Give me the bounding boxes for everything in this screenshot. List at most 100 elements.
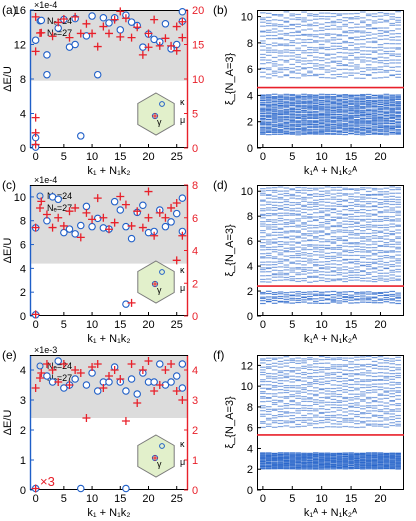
data-point-red bbox=[65, 33, 74, 42]
y-tick-label: 10 bbox=[241, 186, 253, 198]
right-y-tick-label: 0 bbox=[192, 311, 198, 323]
x-tick-label: 15 bbox=[114, 493, 126, 505]
data-point-blue bbox=[110, 197, 119, 206]
data-point-blue bbox=[43, 51, 51, 59]
data-point-red bbox=[71, 12, 80, 21]
left-y-tick-label: 8 bbox=[20, 74, 26, 86]
bz-gamma-marker-red bbox=[152, 281, 158, 287]
x-tick-label: 15 bbox=[114, 151, 126, 163]
left-y-tick-label: 0 bbox=[20, 485, 26, 497]
data-point-blue bbox=[127, 234, 136, 243]
legend-blue-marker bbox=[36, 192, 44, 200]
data-point-blue bbox=[60, 384, 68, 392]
x-tick-label: 5 bbox=[289, 151, 295, 163]
data-point-red bbox=[178, 33, 187, 42]
right-y-tick-label: 0 bbox=[192, 143, 198, 155]
data-point-red bbox=[110, 15, 119, 24]
right-y-tick-label: 6 bbox=[192, 213, 198, 225]
y-tick-label: 8 bbox=[247, 211, 253, 223]
right-y-tick-label: 0 bbox=[192, 485, 198, 497]
data-point-red bbox=[172, 199, 181, 208]
y-axis-label: ΔE/U bbox=[2, 66, 14, 92]
data-point-red bbox=[31, 484, 40, 493]
data-point-blue bbox=[99, 14, 108, 22]
left-y-tick-label: 8 bbox=[20, 216, 26, 228]
bz-kappa-label: κ bbox=[180, 97, 185, 107]
data-point-red bbox=[144, 213, 153, 222]
data-point-red bbox=[99, 213, 108, 222]
data-point-blue bbox=[37, 16, 46, 25]
data-point-red bbox=[121, 200, 130, 209]
x-tick-label: 5 bbox=[289, 319, 295, 331]
data-point-red bbox=[138, 50, 147, 59]
series-red bbox=[31, 7, 187, 149]
data-point-red bbox=[65, 207, 74, 216]
x-tick-label: 25 bbox=[171, 493, 183, 505]
data-point-blue bbox=[172, 209, 181, 218]
x-axis-label: k₁ + N₁k₂ bbox=[87, 165, 130, 177]
data-point-blue bbox=[167, 218, 175, 226]
data-point-red bbox=[54, 378, 63, 386]
bz-mu-label: μ bbox=[180, 283, 185, 293]
series-red bbox=[31, 187, 187, 319]
right-y-tick-label: 2 bbox=[192, 278, 198, 290]
x-tick-label: 15 bbox=[345, 151, 357, 163]
data-point-red bbox=[167, 203, 176, 212]
left-y-tick-label: 2 bbox=[20, 425, 26, 437]
y-axis-label: ξ_{N_A=3} bbox=[224, 224, 236, 277]
left-y-tick-label: 3 bbox=[20, 395, 26, 407]
y-tick-label: 8 bbox=[247, 38, 253, 50]
data-point-red bbox=[150, 231, 159, 240]
data-point-red bbox=[99, 22, 108, 31]
data-point-red bbox=[116, 32, 125, 41]
right-y-tick-label: 5 bbox=[192, 109, 198, 121]
data-point-red bbox=[133, 399, 142, 407]
x-tick-label: 15 bbox=[114, 319, 126, 331]
x-tick-label: 10 bbox=[316, 319, 328, 331]
data-point-red bbox=[88, 215, 97, 224]
data-point-red bbox=[144, 29, 153, 38]
left-y-tick-label: 0 bbox=[20, 311, 26, 323]
data-point-red bbox=[59, 360, 68, 368]
y-tick-label: 2 bbox=[247, 286, 253, 298]
x-tick-label: 0 bbox=[33, 319, 39, 331]
left-y-tick-label: 4 bbox=[20, 365, 26, 377]
y-axis-label: ξ_{N_A=3} bbox=[224, 53, 236, 106]
bz-kappa-label: κ bbox=[180, 265, 185, 275]
data-point-red bbox=[144, 187, 153, 196]
bz-mu-label: μ bbox=[180, 457, 185, 467]
series-blue bbox=[31, 193, 187, 319]
y-tick-label: 6 bbox=[247, 64, 253, 76]
data-point-red bbox=[155, 381, 164, 389]
legend-red-marker bbox=[36, 204, 44, 212]
left-y-tick-label: 6 bbox=[20, 240, 26, 252]
y-tick-label: 12 bbox=[241, 360, 253, 372]
data-point-red bbox=[172, 22, 181, 31]
data-point-red bbox=[105, 29, 113, 38]
data-point-red bbox=[172, 46, 181, 55]
data-point-blue bbox=[71, 40, 79, 49]
y-tick-label: 0 bbox=[247, 311, 253, 323]
x-tick-label: 15 bbox=[345, 319, 357, 331]
right-y-tick-label: 2 bbox=[192, 425, 198, 437]
legend-red-label: Nₑ=27 bbox=[47, 28, 72, 38]
data-point-red bbox=[105, 225, 113, 234]
data-point-red bbox=[110, 218, 119, 227]
right-y-tick-label: 1 bbox=[192, 455, 198, 467]
data-point-red bbox=[31, 310, 40, 319]
y-tick-label: 0 bbox=[247, 143, 253, 155]
data-point-blue bbox=[54, 195, 62, 204]
left-y-tick-label: 1 bbox=[20, 455, 26, 467]
data-point-red bbox=[65, 381, 74, 389]
axis-exponent: ×1e-4 bbox=[34, 0, 57, 10]
data-point-red bbox=[144, 43, 153, 52]
x-tick-label: 20 bbox=[374, 319, 386, 331]
left-y-tick-label: 0 bbox=[20, 143, 26, 155]
data-point-red bbox=[110, 366, 119, 374]
data-point-blue bbox=[178, 194, 187, 202]
y-tick-label: 6 bbox=[247, 423, 253, 435]
axis-exponent: ×1e-4 bbox=[34, 175, 57, 185]
data-point-red bbox=[42, 360, 51, 368]
data-point-red bbox=[161, 213, 170, 222]
